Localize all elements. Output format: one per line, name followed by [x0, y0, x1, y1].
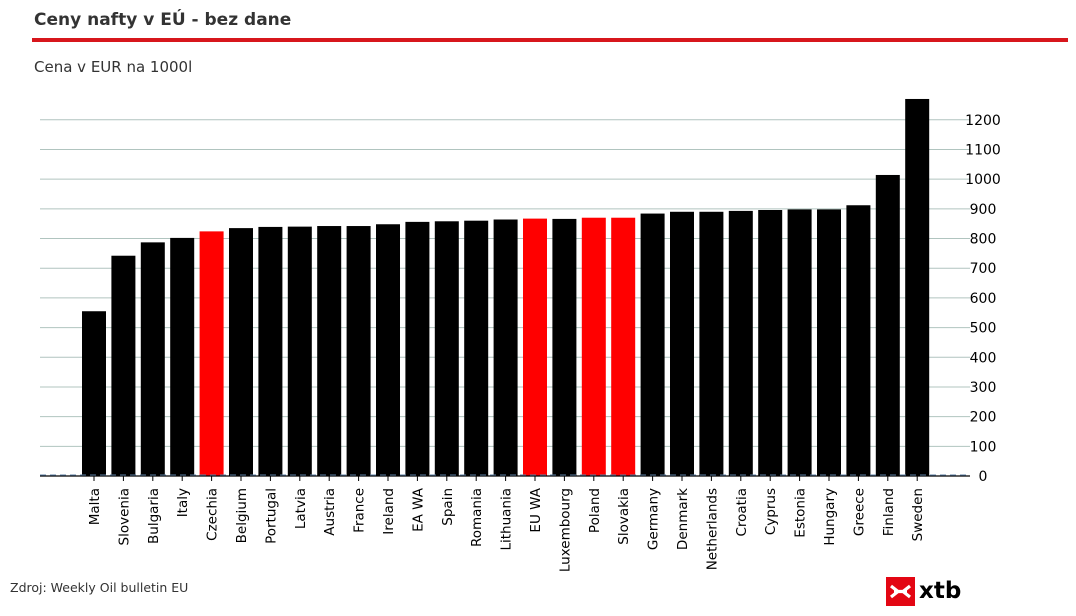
- chart-title: Ceny nafty v EÚ - bez dane: [34, 10, 292, 30]
- y-tick-label: 400: [970, 350, 997, 366]
- x-tick-label: Romania: [469, 488, 485, 547]
- y-tick-label: 600: [970, 291, 997, 307]
- bar: [817, 209, 841, 476]
- x-tick-label: Greece: [851, 488, 867, 536]
- x-tick-label: Netherlands: [704, 488, 720, 570]
- bar: [464, 220, 489, 476]
- bar: [787, 209, 812, 476]
- xtb-logo-icon: [886, 577, 915, 606]
- bars: [82, 98, 930, 476]
- x-tick-label: Bulgaria: [146, 488, 162, 544]
- axes: [40, 474, 970, 481]
- y-tick-label: 500: [970, 321, 997, 337]
- x-tick-label: Belgium: [234, 488, 250, 543]
- bar: [699, 211, 724, 476]
- bar: [875, 174, 900, 476]
- y-tick-label: 100: [970, 439, 997, 455]
- x-tick-labels: Malta Slovenia Bulgaria Italy Czechia Belgium…: [87, 487, 926, 572]
- x-tick-label: EA WA: [410, 487, 426, 532]
- xtb-logo: xtb: [886, 577, 961, 606]
- x-tick-label: Finland: [881, 488, 897, 536]
- bar: [552, 218, 577, 476]
- x-tick-label: Croatia: [734, 488, 750, 537]
- bar: [346, 226, 371, 476]
- x-tick-label: Lithuania: [499, 488, 515, 551]
- bar: [317, 226, 342, 476]
- title-underline: [32, 38, 1068, 42]
- y-tick-label: 1000: [965, 172, 1001, 188]
- bar: [728, 210, 753, 476]
- y-tick-label: 200: [970, 410, 997, 426]
- bar: [640, 213, 665, 476]
- bar: [493, 219, 518, 476]
- x-tick-label: Portugal: [263, 488, 279, 544]
- x-tick-label: Cyprus: [763, 488, 779, 535]
- y-tick-label: 300: [970, 380, 997, 396]
- x-tick-label: Latvia: [293, 488, 309, 529]
- x-tick-label: Luxembourg: [557, 488, 573, 572]
- bar: [82, 311, 106, 476]
- x-tick-label: Austria: [322, 488, 338, 536]
- x-tick-label: Germany: [646, 488, 662, 550]
- bar: [523, 218, 547, 476]
- x-tick-label: Czechia: [205, 488, 221, 541]
- bar: [258, 226, 283, 476]
- source-note: Zdroj: Weekly Oil bulletin EU: [10, 580, 189, 595]
- bar: [905, 98, 930, 476]
- x-tick-label: France: [352, 488, 368, 533]
- x-tick-label: Denmark: [675, 488, 691, 550]
- bar: [434, 221, 459, 476]
- x-tick-label: Malta: [87, 488, 103, 525]
- x-tick-label: Sweden: [910, 488, 926, 541]
- x-tick-label: Hungary: [822, 488, 838, 546]
- xtb-logo-text: xtb: [919, 578, 962, 604]
- x-tick-label: Italy: [175, 488, 191, 517]
- x-tick-label: Slovakia: [616, 488, 632, 545]
- bar: [287, 226, 312, 476]
- x-tick-label: Poland: [587, 488, 603, 533]
- bar: [758, 210, 783, 476]
- bar: [199, 231, 224, 476]
- y-tick-label: 0: [979, 469, 988, 485]
- x-tick-label: EU WA: [528, 487, 544, 532]
- bar: [170, 237, 195, 476]
- bar: [581, 217, 606, 476]
- bar: [670, 211, 694, 476]
- bar: [405, 221, 430, 476]
- y-tick-label: 700: [970, 261, 997, 277]
- x-tick-label: Spain: [440, 488, 456, 526]
- y-tick-label: 1200: [965, 113, 1001, 129]
- x-tick-label: Slovenia: [116, 488, 132, 545]
- x-tick-label: Estonia: [793, 488, 809, 538]
- x-tick-label: Ireland: [381, 488, 397, 535]
- y-tick-labels: 0 100 200 300 400 500 600 700 800 900 1000 1100 1200: [965, 113, 1001, 485]
- bar: [140, 242, 165, 476]
- bar: [611, 217, 636, 476]
- y-tick-label: 900: [970, 202, 997, 218]
- bar: [229, 228, 253, 476]
- bar: [846, 205, 871, 476]
- y-tick-label: 800: [970, 232, 997, 248]
- y-tick-label: 1100: [965, 142, 1001, 158]
- bar: [376, 224, 400, 476]
- bar: [111, 255, 136, 476]
- y-axis-label: Cena v EUR na 1000l: [34, 58, 193, 76]
